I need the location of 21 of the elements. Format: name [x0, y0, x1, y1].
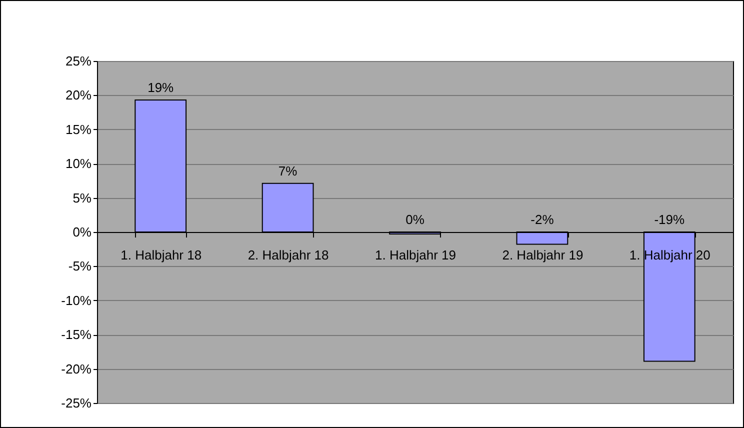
x-tick-label: 2. Halbjahr 18	[248, 248, 329, 262]
y-tick-label: -15%	[61, 327, 92, 342]
y-tick-label: -5%	[68, 258, 92, 274]
y-tick-label: 5%	[72, 190, 92, 206]
y-tick-label: 0%	[72, 224, 92, 240]
x-tick-label: 1. Halbjahr 20	[629, 248, 710, 262]
x-tick-label: 2. Halbjahr 19	[502, 248, 584, 262]
y-tick-label: -25%	[61, 396, 92, 410]
data-label: 0%	[406, 212, 425, 227]
data-label: -19%	[654, 212, 686, 227]
y-tick-label: 15%	[65, 122, 92, 137]
y-tick-label: 10%	[65, 156, 92, 172]
data-label: -2%	[530, 212, 554, 227]
y-tick-label: -20%	[61, 361, 92, 376]
y-tick-label: 25%	[65, 54, 92, 68]
y-tick-label: 20%	[65, 88, 92, 103]
y-tick-label: -10%	[61, 292, 92, 308]
data-label: 19%	[148, 80, 174, 95]
x-tick-label: 1. Halbjahr 18	[120, 248, 202, 262]
x-tick-label: 1. Halbjahr 19	[375, 248, 456, 262]
data-label: 7%	[278, 163, 298, 178]
